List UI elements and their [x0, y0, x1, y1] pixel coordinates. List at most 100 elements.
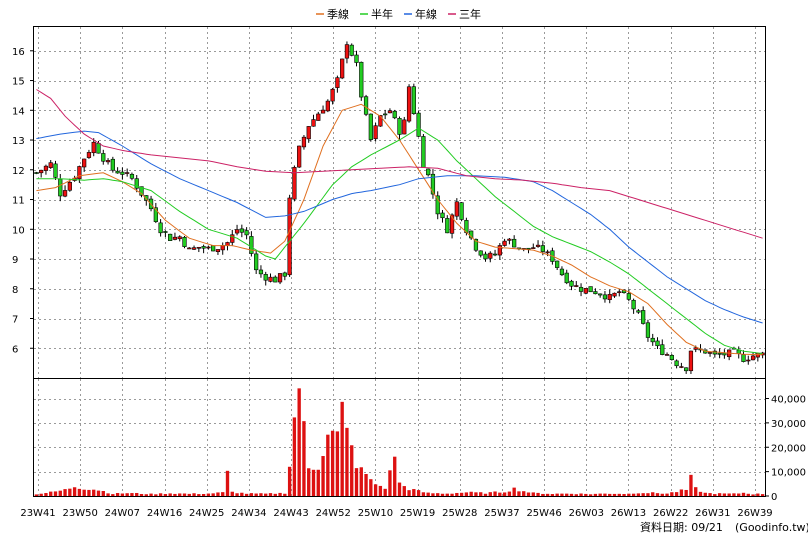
x-tick-label: 23W41: [20, 508, 55, 519]
candle-down: [674, 360, 679, 367]
volume-bar: [455, 492, 459, 496]
candle-down: [598, 293, 603, 296]
volume-bar: [502, 492, 507, 496]
candle-down: [363, 96, 369, 115]
candle-up: [172, 236, 178, 240]
candle-down: [741, 354, 746, 362]
volume-bar: [230, 491, 234, 496]
candle-down: [655, 340, 660, 347]
volume-bar: [311, 469, 316, 496]
candle-down: [249, 236, 254, 254]
price-tick-label: 9: [12, 255, 18, 266]
volume-bar: [426, 492, 430, 496]
price-tick-label: 15: [12, 77, 25, 88]
volume-bar: [512, 487, 516, 496]
candle-down: [602, 294, 608, 300]
volume-bar: [588, 494, 593, 496]
candle-down: [239, 228, 244, 233]
volume-bar: [77, 488, 82, 496]
volume-bar: [469, 491, 473, 496]
volume-bar: [163, 494, 168, 496]
x-tick-label: 24W34: [231, 508, 266, 519]
x-tick-label: 25W28: [442, 508, 477, 519]
candle-up: [378, 115, 383, 127]
candle-down: [101, 153, 106, 162]
price-plot: [34, 41, 765, 374]
candle-down: [273, 276, 278, 283]
candle-up: [406, 86, 412, 122]
candle-up: [191, 247, 197, 250]
volume-bar: [192, 493, 196, 496]
volume-bar: [436, 493, 440, 496]
volume-bar: [307, 468, 311, 496]
price-tick-label: 7: [12, 315, 18, 326]
candle-up: [306, 126, 311, 140]
candle-up: [750, 355, 756, 361]
candle-down: [569, 280, 574, 287]
volume-bar: [684, 489, 688, 496]
volume-bar: [216, 492, 220, 496]
candle-up: [693, 347, 698, 350]
volume-bar: [297, 388, 301, 496]
volume-bar: [149, 493, 153, 496]
candle-down: [564, 272, 569, 284]
candle-up: [311, 119, 316, 127]
volume-bar: [507, 491, 512, 496]
volume-bar: [670, 492, 674, 496]
candle-down: [445, 218, 450, 234]
candle-up: [330, 88, 335, 102]
volume-bar: [565, 493, 569, 496]
candle-up: [535, 244, 541, 247]
volume-bar: [713, 494, 717, 496]
candle-down: [411, 86, 416, 114]
candle-up: [234, 229, 240, 234]
candle-up: [67, 181, 72, 191]
volume-bar: [646, 493, 650, 496]
candle-up: [320, 109, 326, 114]
volume-bar: [722, 493, 727, 496]
candle-down: [478, 250, 483, 256]
volume-bar: [225, 470, 230, 496]
candle-down: [426, 168, 431, 176]
candle-down: [120, 171, 125, 175]
candle-down: [397, 118, 402, 135]
volume-bar: [268, 493, 273, 496]
candle-up: [760, 352, 765, 356]
candle-down: [435, 195, 440, 215]
candle-up: [86, 152, 92, 158]
volume-bar: [173, 493, 177, 496]
price-tick-label: 13: [12, 136, 25, 147]
volume-bar: [44, 493, 48, 496]
candle-up: [287, 197, 292, 276]
x-tick-label: 24W16: [147, 508, 182, 519]
volume-bar: [517, 491, 521, 496]
volume-bar: [221, 492, 225, 496]
volume-bar: [603, 493, 607, 496]
candle-down: [660, 344, 665, 355]
candle-up: [325, 100, 330, 112]
volume-bar: [92, 489, 96, 496]
candle-up: [746, 359, 751, 362]
volume-bar: [445, 493, 449, 496]
candle-down: [182, 236, 187, 247]
volume-bar: [244, 493, 249, 496]
volume-bar: [450, 493, 454, 496]
volume-bar: [111, 494, 115, 496]
legend-entry: 半年: [371, 7, 393, 21]
candle-down: [421, 136, 426, 168]
candle-down: [684, 367, 689, 372]
volume-tick-label: 30,000: [771, 419, 806, 430]
candle-down: [129, 173, 135, 179]
candle-up: [707, 352, 713, 354]
candle-down: [416, 112, 421, 137]
volume-bar: [388, 470, 392, 496]
volume-bar: [211, 493, 215, 496]
volume-bar: [292, 417, 297, 496]
volume-bar: [359, 467, 363, 496]
candle-up: [316, 113, 321, 121]
legend-entry: 年線: [415, 7, 437, 21]
volume-bar: [144, 494, 148, 496]
volume-bar: [555, 493, 559, 496]
volume-bar: [139, 493, 144, 496]
candle-up: [583, 288, 588, 294]
